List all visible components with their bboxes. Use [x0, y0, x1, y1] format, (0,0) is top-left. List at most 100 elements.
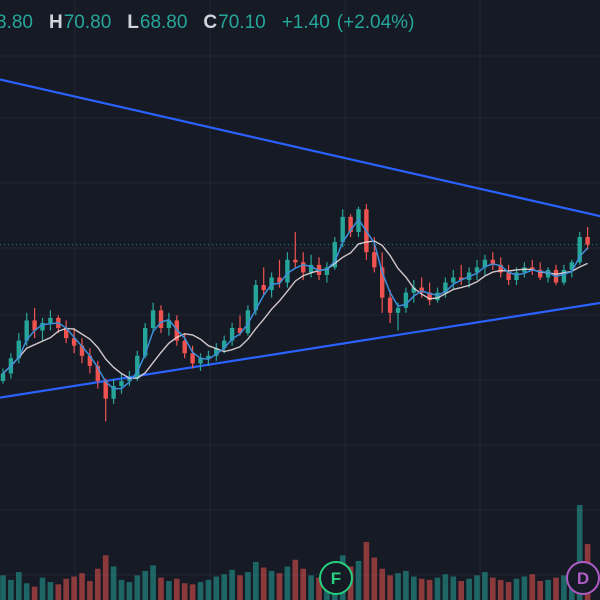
candle — [261, 267, 266, 296]
candle — [95, 360, 100, 389]
candle-body — [103, 381, 108, 399]
candle-body — [135, 355, 140, 379]
candle-body — [119, 381, 124, 387]
candle-body — [150, 310, 156, 328]
candle — [166, 312, 172, 336]
candle — [324, 262, 330, 283]
candle-body — [443, 282, 448, 293]
volume-bar — [363, 541, 370, 600]
candle — [498, 257, 503, 278]
candle — [545, 267, 551, 283]
candle-body — [403, 292, 409, 308]
candle — [451, 269, 456, 291]
legend-close-value: 70.10 — [218, 12, 266, 33]
volume-bar — [521, 576, 528, 600]
legend-open-value: 3.80 — [0, 12, 33, 33]
candle-body — [585, 237, 590, 245]
volume-bar — [411, 576, 417, 600]
candle-body — [95, 365, 100, 382]
candle-body — [32, 320, 37, 331]
event-marker-f[interactable]: F — [319, 561, 353, 595]
volume-bar — [576, 505, 583, 600]
candle — [530, 259, 535, 275]
volume-bar — [276, 573, 283, 600]
event-marker-d[interactable]: D — [566, 561, 600, 595]
candle-body — [237, 328, 243, 334]
candle-body — [324, 267, 330, 275]
candle-body — [427, 292, 432, 301]
volume-bar — [197, 582, 204, 600]
candle — [103, 378, 108, 422]
candle-body — [293, 259, 298, 263]
legend-low-label: L — [127, 12, 139, 33]
volume-bar — [497, 579, 504, 600]
candle-body — [277, 277, 282, 283]
candle — [87, 348, 93, 374]
volume-bars — [0, 505, 591, 600]
volume-bar — [316, 577, 322, 600]
candle-body — [40, 322, 45, 331]
volume-bar — [450, 576, 457, 600]
candle-body — [158, 310, 164, 328]
candle — [64, 320, 69, 344]
candle — [411, 280, 416, 303]
volume-bar — [87, 581, 93, 600]
candle — [32, 307, 37, 339]
volume-bar — [181, 583, 188, 600]
candle — [348, 214, 353, 238]
candle-body — [577, 237, 582, 263]
candle-body — [348, 216, 353, 232]
candle-body — [308, 264, 314, 273]
volume-bar — [158, 577, 164, 600]
volume-bar — [134, 575, 141, 600]
candle — [237, 315, 243, 336]
candle — [561, 264, 567, 286]
candle — [150, 302, 156, 334]
trendline-lower[interactable] — [0, 285, 600, 399]
candle-body — [198, 358, 203, 364]
volume-bar — [529, 574, 536, 600]
candle — [316, 257, 322, 280]
candle-body — [482, 259, 488, 268]
legend-change-pct: (+2.04%) — [336, 12, 415, 33]
candle-body — [451, 277, 456, 283]
candle — [0, 368, 6, 384]
volume-bar — [292, 559, 299, 600]
candle-body — [411, 287, 416, 293]
candle-body — [71, 338, 77, 346]
candle — [222, 335, 227, 354]
candle-body — [111, 386, 116, 399]
candle-body — [387, 297, 393, 313]
volume-bar — [47, 582, 54, 600]
candle-body — [206, 355, 211, 359]
candle-body — [285, 259, 290, 283]
volume-bar — [229, 569, 235, 600]
candle — [71, 328, 77, 354]
candle-body — [64, 328, 69, 339]
candle-body — [79, 345, 85, 356]
ma-slow-line — [2, 240, 588, 379]
candle-body — [419, 287, 424, 293]
candle — [285, 252, 290, 288]
volume-bar — [245, 572, 251, 600]
trendline-upper[interactable] — [0, 78, 600, 242]
volume-bar — [434, 577, 441, 600]
candle-body — [301, 262, 306, 273]
volume-bar — [300, 568, 306, 600]
candle — [135, 350, 140, 382]
event-marker-label: D — [577, 569, 589, 588]
candle — [387, 290, 393, 323]
candle — [403, 287, 409, 313]
candle — [459, 264, 464, 286]
candle-body — [214, 348, 219, 356]
candle-body — [48, 317, 53, 323]
volume-bar — [284, 566, 291, 600]
event-marker-circle — [319, 561, 353, 595]
volume-bar — [442, 574, 449, 600]
candle-body — [190, 353, 195, 364]
candle-body — [490, 259, 495, 265]
